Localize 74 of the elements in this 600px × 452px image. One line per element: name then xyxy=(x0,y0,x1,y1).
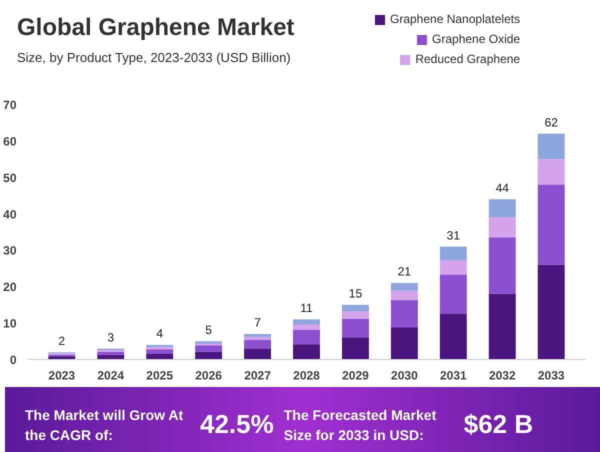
bar xyxy=(390,300,418,328)
total-label: 21 xyxy=(398,264,412,279)
y-tick-label: 70 xyxy=(3,98,17,112)
total-label: 15 xyxy=(348,286,362,301)
bar xyxy=(146,354,174,360)
bar xyxy=(195,345,222,352)
bar xyxy=(488,217,516,238)
bar xyxy=(538,134,565,160)
bar xyxy=(342,304,369,312)
bar xyxy=(488,294,516,360)
y-tick-label: 30 xyxy=(3,244,17,258)
bar xyxy=(342,337,369,360)
bar xyxy=(293,344,320,360)
bar xyxy=(538,184,565,265)
x-tick-label: 2029 xyxy=(342,368,370,382)
x-tick-label: 2033 xyxy=(538,368,565,382)
bar xyxy=(293,330,320,344)
x-tick-label: 2026 xyxy=(195,368,222,382)
bar xyxy=(146,349,174,354)
x-tick-label: 2024 xyxy=(97,368,124,382)
legend-label: Reduced Graphene xyxy=(415,51,520,68)
total-label: 2 xyxy=(58,334,66,348)
bar xyxy=(244,334,272,337)
total-label: 5 xyxy=(205,323,212,337)
bar xyxy=(390,290,418,300)
bar xyxy=(538,264,565,360)
total-label: 3 xyxy=(107,330,114,344)
total-label: 62 xyxy=(544,115,558,130)
bar xyxy=(488,199,516,218)
bar xyxy=(538,159,565,185)
total-label: 11 xyxy=(300,301,314,316)
bar xyxy=(146,344,174,348)
bar xyxy=(244,348,272,360)
bar xyxy=(342,311,369,319)
text: 42.5% xyxy=(200,408,274,442)
bar xyxy=(440,314,467,360)
total-label: 4 xyxy=(156,326,164,341)
bar xyxy=(97,352,124,355)
bar xyxy=(390,283,418,291)
bar xyxy=(440,260,467,275)
bar xyxy=(293,324,320,330)
x-tick-label: 2025 xyxy=(146,368,174,382)
x-tick-label: 2027 xyxy=(244,368,272,382)
total-label: 44 xyxy=(496,180,510,195)
bar xyxy=(244,340,272,349)
chart-subtitle: Size, by Product Type, 2023-2033 (USD Billion) xyxy=(17,49,292,68)
total-label: 31 xyxy=(446,228,460,242)
y-tick-label: 40 xyxy=(3,207,17,222)
bar xyxy=(244,336,272,340)
bar xyxy=(440,246,467,260)
chart-title: Global Graphene Market xyxy=(17,13,294,43)
text: The Market will Grow At the CAGR of: xyxy=(25,406,184,445)
y-tick-label: 60 xyxy=(3,134,17,148)
y-tick-label: 20 xyxy=(3,280,17,294)
y-tick-label: 0 xyxy=(10,353,17,367)
y-tick-label: 10 xyxy=(3,316,17,331)
bar xyxy=(195,352,222,360)
x-tick-label: 2028 xyxy=(293,368,320,382)
bar xyxy=(440,274,467,314)
legend-label: Graphene Oxide xyxy=(432,31,520,48)
y-tick-label: 50 xyxy=(3,170,17,185)
text: The Forecasted Market Size for 2033 in USD: xyxy=(284,406,438,445)
text: $62 B xyxy=(464,408,534,442)
bar xyxy=(390,327,418,360)
bar xyxy=(488,237,516,294)
x-tick-label: 2030 xyxy=(391,368,418,382)
x-tick-label: 2032 xyxy=(488,368,516,382)
x-tick-label: 2031 xyxy=(440,368,468,382)
x-tick-label: 2023 xyxy=(48,368,76,382)
legend-label: Graphene Nanoplatelets xyxy=(390,11,520,28)
bar xyxy=(293,319,320,325)
bar xyxy=(48,356,76,360)
bar xyxy=(342,318,369,338)
total-label: 7 xyxy=(254,316,262,330)
